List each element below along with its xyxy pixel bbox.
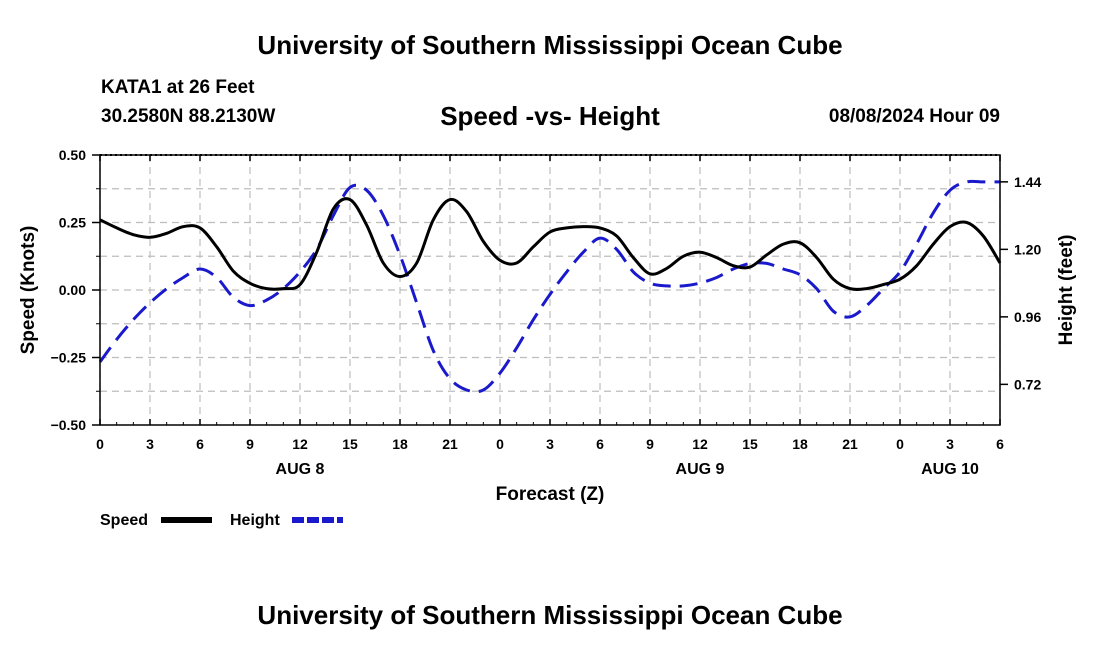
- x-tick-label: 12: [292, 436, 308, 452]
- y2-tick-label: 1.20: [1014, 241, 1041, 257]
- x-tick-label: 21: [842, 436, 858, 452]
- x-axis-title: Forecast (Z): [496, 484, 605, 505]
- x-tick-label: 3: [546, 436, 554, 452]
- legend-height-label: Height: [230, 512, 280, 529]
- x-tick-label: 3: [146, 436, 154, 452]
- y2-axis-title: Height (feet): [1056, 235, 1077, 346]
- x-tick-label: 15: [342, 436, 358, 452]
- series-layer: [98, 179, 1002, 394]
- y-axis-title: Speed (Knots): [18, 226, 39, 355]
- x-tick-label: 0: [896, 436, 904, 452]
- x-tick-label: 21: [442, 436, 458, 452]
- height-series-line: [98, 179, 1000, 394]
- y-tick-label: −0.50: [51, 417, 87, 433]
- x-tick-label: 6: [996, 436, 1004, 452]
- date-label: AUG 9: [676, 461, 725, 478]
- date-label: AUG 8: [276, 461, 325, 478]
- y-tick-label: −0.25: [51, 350, 87, 366]
- station-coordinates: 30.2580N 88.2130W: [101, 106, 276, 127]
- x-tick-label: 3: [946, 436, 954, 452]
- page-title: University of Southern Mississippi Ocean…: [257, 30, 843, 60]
- x-tick-label: 0: [496, 436, 504, 452]
- axes: 0 3 6 9 12 15 18 21 0 3 6 9 12 15 18 21 0 3 6 AUG 8 AUG 9 AUG…: [51, 147, 1042, 478]
- y2-tick-label: 0.72: [1014, 376, 1041, 392]
- chart-title: Speed -vs- Height: [440, 101, 660, 131]
- x-tick-label: 18: [792, 436, 808, 452]
- x-tick-label: 18: [392, 436, 408, 452]
- x-tick-label: 6: [196, 436, 204, 452]
- speed-series-line: [99, 197, 1002, 291]
- y2-tick-label: 0.96: [1014, 309, 1041, 325]
- station-label: KATA1 at 26 Feet: [101, 77, 255, 98]
- x-tick-label: 9: [646, 436, 654, 452]
- y-tick-label: 0.00: [59, 282, 86, 298]
- forecast-date: 08/08/2024 Hour 09: [828, 106, 1000, 127]
- x-tick-label: 12: [692, 436, 708, 452]
- y-tick-label: 0.50: [59, 147, 86, 163]
- x-tick-label: 0: [96, 436, 104, 452]
- footer-title: University of Southern Mississippi Ocean…: [257, 600, 843, 630]
- date-label: AUG 10: [921, 461, 979, 478]
- x-tick-label: 9: [246, 436, 254, 452]
- x-tick-label: 15: [742, 436, 758, 452]
- y2-tick-label: 1.44: [1014, 174, 1041, 190]
- y-tick-label: 0.25: [59, 215, 86, 231]
- x-tick-label: 6: [596, 436, 604, 452]
- legend: Speed Height: [100, 512, 343, 529]
- legend-speed-label: Speed: [100, 512, 148, 529]
